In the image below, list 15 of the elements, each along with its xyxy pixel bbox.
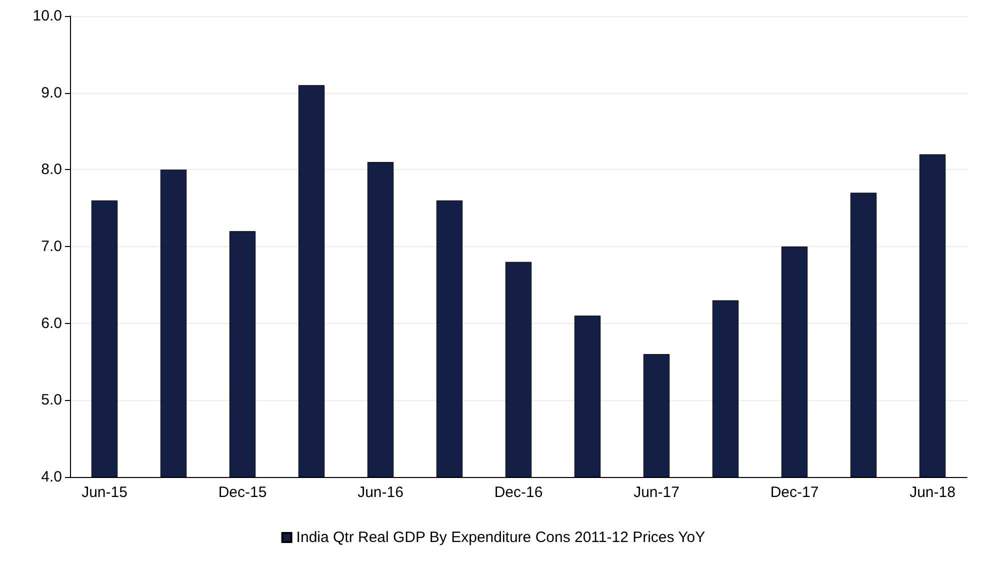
y-tick-label: 9.0	[41, 84, 62, 102]
y-tick-label: 4.0	[41, 468, 62, 486]
x-tick-label: Jun-15	[82, 484, 128, 501]
y-tick-label: 10.0	[32, 8, 62, 24]
y-tick-label: 6.0	[41, 314, 62, 332]
x-tick-label: Jun-17	[634, 484, 680, 501]
y-tick-label: 7.0	[41, 238, 62, 255]
y-tick-label: 8.0	[41, 161, 62, 178]
y-tick-label: 5.0	[41, 392, 62, 409]
x-tick-label: Jun-16	[358, 484, 404, 501]
x-tick-label: Dec-17	[770, 484, 819, 501]
x-tick-label: Dec-16	[494, 484, 543, 501]
x-tick-label: Jun-18	[910, 484, 956, 501]
legend-label: India Qtr Real GDP By Expenditure Cons 2011-12 Prices YoY	[296, 529, 706, 546]
x-tick-label: Dec-15	[218, 484, 267, 501]
